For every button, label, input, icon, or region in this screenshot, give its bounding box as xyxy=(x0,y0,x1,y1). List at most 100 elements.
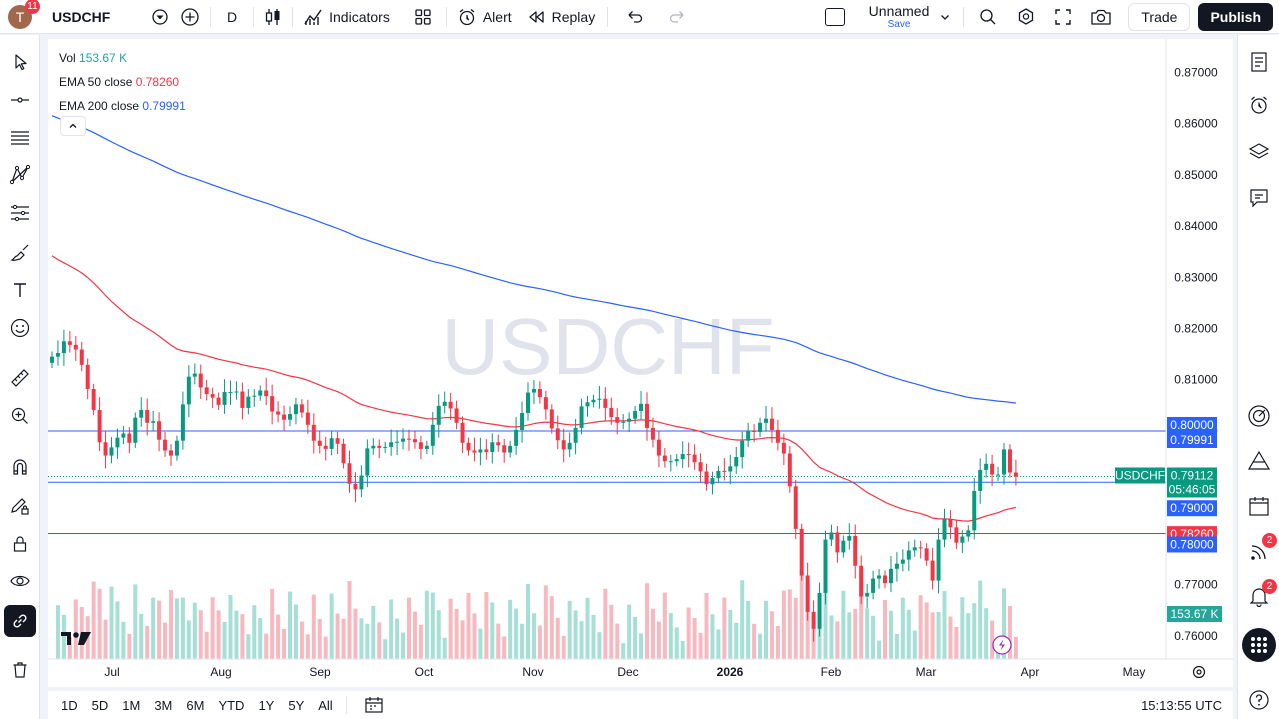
products-button[interactable] xyxy=(1242,628,1276,662)
range-all[interactable]: All xyxy=(318,697,333,713)
brush-tool[interactable] xyxy=(5,238,35,268)
object-tree-button[interactable] xyxy=(1244,137,1274,167)
stay-in-drawing-tool[interactable] xyxy=(5,491,35,521)
candle xyxy=(906,541,911,572)
lock-tool[interactable] xyxy=(5,529,35,559)
candle xyxy=(752,424,757,443)
level-label-0780[interactable]: 0.78000 xyxy=(1167,536,1217,553)
replay-button[interactable]: Replay xyxy=(522,0,608,34)
candle xyxy=(835,526,840,563)
candle xyxy=(769,407,774,443)
candle xyxy=(871,570,876,600)
settings-button[interactable] xyxy=(1007,0,1045,34)
emoji-tool[interactable] xyxy=(5,313,35,343)
help-button[interactable] xyxy=(1244,685,1274,715)
zoom-tool[interactable] xyxy=(5,401,35,431)
undo-button[interactable] xyxy=(608,0,656,34)
candle xyxy=(990,454,995,487)
candle xyxy=(668,454,673,472)
candle xyxy=(204,379,209,401)
cursor-tool[interactable] xyxy=(5,47,35,77)
fullscreen-button[interactable] xyxy=(1045,0,1081,34)
candle xyxy=(686,442,691,468)
watchlist-button[interactable] xyxy=(1244,47,1274,77)
hide-tool[interactable] xyxy=(5,566,35,596)
screener-button[interactable] xyxy=(1244,446,1274,476)
ema200-label[interactable]: 0.79991 xyxy=(1167,431,1217,448)
ideas-button[interactable] xyxy=(1244,401,1274,431)
candle xyxy=(531,380,536,405)
svg-text:0.79112: 0.79112 xyxy=(1171,468,1214,482)
user-menu[interactable]: T 11 xyxy=(0,0,44,34)
layout-menu-button[interactable] xyxy=(939,0,963,34)
chats-button[interactable] xyxy=(1244,183,1274,213)
add-symbol-button[interactable] xyxy=(144,0,176,34)
chart-type-button[interactable] xyxy=(254,0,292,34)
range-5y[interactable]: 5Y xyxy=(288,697,305,713)
candle xyxy=(198,364,203,399)
volume-bar xyxy=(740,580,745,659)
candle xyxy=(293,397,298,425)
symbol-label[interactable]: USDCHF xyxy=(1115,467,1165,484)
volume-bar xyxy=(639,633,644,659)
symbol-search[interactable]: USDCHF xyxy=(52,8,111,25)
legend-ema50[interactable]: EMA 50 close 0.78260 xyxy=(59,75,180,89)
trade-label: Trade xyxy=(1128,2,1191,31)
snapshot-button[interactable] xyxy=(1081,0,1124,34)
forecast-icon xyxy=(11,204,29,222)
magnet-tool[interactable] xyxy=(5,452,35,482)
text-tool[interactable] xyxy=(5,275,35,305)
range-ytd[interactable]: YTD xyxy=(218,697,245,713)
range-6m[interactable]: 6M xyxy=(186,697,205,713)
quick-search-button[interactable] xyxy=(964,0,1007,34)
calendar-button[interactable] xyxy=(1244,491,1274,521)
right-sidebar: 2 2 xyxy=(1237,35,1279,719)
alert-button[interactable]: Alert xyxy=(447,0,522,34)
publish-label: Publish xyxy=(1198,2,1273,31)
candle xyxy=(109,437,114,464)
layout-name-button[interactable]: Unnamed Save xyxy=(857,0,940,34)
fib-tool[interactable] xyxy=(5,123,35,153)
candle xyxy=(1007,444,1012,478)
publish-button[interactable]: Publish xyxy=(1194,0,1279,34)
range-5d[interactable]: 5D xyxy=(91,697,109,713)
link-tool[interactable] xyxy=(4,605,36,637)
volume-label[interactable]: 153.67 K xyxy=(1167,606,1222,622)
trade-button[interactable]: Trade xyxy=(1124,0,1194,34)
delete-tool[interactable] xyxy=(5,655,35,685)
chart-area[interactable]: USDCHF 0.87000 0.86000 0.85000 0.84000 0.830… xyxy=(48,39,1233,687)
news-feed-button[interactable] xyxy=(1244,537,1274,567)
volume-bar xyxy=(412,611,417,659)
zoom-in-icon xyxy=(11,407,28,424)
volume-bar xyxy=(282,629,287,659)
layout-checkbox[interactable] xyxy=(824,0,857,34)
collapse-legend-button[interactable] xyxy=(60,116,86,136)
timezone-settings-icon[interactable] xyxy=(1192,665,1206,679)
legend-ema200[interactable]: EMA 200 close 0.79991 xyxy=(59,99,186,113)
level-label-0800[interactable]: 0.80000 xyxy=(1167,416,1217,433)
trend-line-tool[interactable] xyxy=(5,85,35,115)
range-1y[interactable]: 1Y xyxy=(258,697,275,713)
notifications-button[interactable] xyxy=(1244,581,1274,611)
redo-button[interactable] xyxy=(656,0,698,34)
templates-button[interactable] xyxy=(400,0,446,34)
legend-vol[interactable]: Vol 153.67 K xyxy=(59,51,128,65)
range-3m[interactable]: 3M xyxy=(154,697,173,713)
candle xyxy=(853,524,858,579)
lightning-icon[interactable] xyxy=(992,635,1012,655)
price-chart[interactable]: USDCHF 0.87000 0.86000 0.85000 0.84000 0.830… xyxy=(48,39,1233,687)
range-1d[interactable]: 1D xyxy=(61,697,78,713)
alerts-panel-button[interactable] xyxy=(1244,90,1274,120)
date-range-button[interactable] xyxy=(357,691,391,719)
interval-button[interactable]: D xyxy=(227,8,238,25)
prediction-tool[interactable] xyxy=(5,198,35,228)
measure-tool[interactable] xyxy=(5,363,35,393)
range-1m[interactable]: 1M xyxy=(122,697,141,713)
compare-button[interactable] xyxy=(176,0,210,34)
clock[interactable]: 15:13:55 UTC xyxy=(1141,697,1222,713)
indicators-button[interactable]: Indicators xyxy=(293,0,400,34)
volume-bar xyxy=(407,597,411,659)
pattern-tool[interactable] xyxy=(5,160,35,190)
level-label-0790[interactable]: 0.79000 xyxy=(1167,500,1217,517)
